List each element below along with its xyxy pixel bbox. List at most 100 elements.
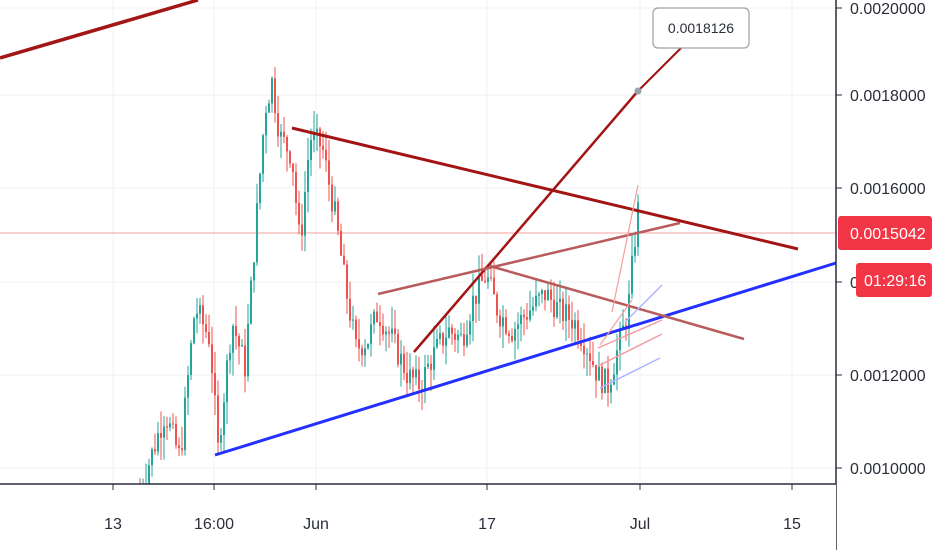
candle-body — [274, 78, 276, 114]
drawings[interactable] — [0, 0, 837, 457]
callout-connector — [637, 43, 686, 92]
candle-body — [607, 368, 609, 393]
ascending-support[interactable] — [214, 261, 837, 457]
candle-body — [547, 289, 549, 301]
candle-body — [175, 423, 177, 446]
candle-body — [235, 325, 237, 337]
candle-body — [469, 321, 471, 335]
candle-body — [346, 264, 348, 299]
candle-body — [292, 163, 294, 173]
x-axis-ticks: 13 16:00 Jun 17 Jul 15 — [104, 484, 801, 533]
y-tick-label: 0.0012000 — [850, 368, 926, 385]
candle-body — [178, 445, 180, 449]
y-tick-label-partial: 0 — [850, 275, 859, 292]
candle-body — [148, 465, 150, 484]
candle-body — [520, 314, 522, 325]
candle-body — [280, 131, 282, 137]
candle-body — [364, 348, 366, 356]
x-tick-label: Jun — [303, 516, 329, 533]
candle-body — [508, 333, 510, 336]
candle-body — [592, 361, 594, 366]
candle-body — [166, 426, 168, 428]
candle-body — [325, 149, 327, 161]
top-left-line[interactable] — [0, 0, 199, 60]
candle-body — [349, 298, 351, 321]
target-line[interactable] — [413, 90, 639, 353]
candle-body — [475, 295, 477, 304]
candle-body — [631, 255, 633, 294]
candle-body — [583, 345, 585, 355]
current-price-label: 0.0015042 — [850, 226, 926, 243]
candle-body — [460, 334, 462, 336]
candle-body — [163, 426, 165, 438]
minor-line-5 — [611, 184, 639, 313]
candle-body — [211, 344, 213, 374]
minor-line-3 — [599, 357, 661, 389]
candle-body — [391, 328, 393, 334]
candle-body — [157, 433, 159, 452]
channel-lower[interactable] — [489, 264, 745, 341]
candle-body — [328, 160, 330, 185]
candle-body — [217, 395, 219, 443]
candle-body — [511, 335, 513, 341]
candle-body — [322, 146, 324, 150]
candle-body — [538, 294, 540, 296]
channel-upper[interactable] — [377, 221, 681, 296]
countdown-badge: 01:29:16 — [856, 263, 932, 297]
candle-body — [343, 255, 345, 265]
candle-body — [283, 131, 285, 137]
descending-resistance[interactable] — [291, 126, 799, 251]
candle-body — [484, 280, 486, 283]
time-axis-background — [0, 484, 836, 550]
candle-body — [385, 331, 387, 335]
candle-body — [382, 325, 384, 335]
candle-body — [352, 319, 354, 321]
candle-body — [529, 310, 531, 320]
candle-body — [265, 112, 267, 136]
candle-body — [406, 372, 408, 384]
minor-line-4 — [624, 284, 663, 323]
candle-body — [481, 274, 483, 281]
candle-body — [598, 366, 600, 381]
y-tick-label: 0.0016000 — [850, 181, 926, 198]
candle-body — [208, 331, 210, 345]
candle-body — [487, 277, 489, 283]
candle-body — [457, 334, 459, 340]
candle-body — [436, 338, 438, 348]
candle-body — [472, 295, 474, 322]
candle-body — [451, 327, 453, 334]
candle-body — [553, 299, 555, 318]
candle-body — [316, 128, 318, 132]
callout-anchor[interactable] — [634, 87, 642, 95]
candle-body — [577, 320, 579, 340]
candle-body — [220, 435, 222, 443]
candle-body — [205, 324, 207, 332]
candle-body — [193, 318, 195, 344]
candle-body — [517, 324, 519, 329]
candle-body — [367, 343, 369, 349]
candle-body — [226, 360, 228, 403]
candle-body — [556, 302, 558, 318]
candle-body — [610, 384, 612, 393]
price-callout[interactable]: 0.0018126 — [652, 7, 750, 49]
candle-body — [478, 274, 480, 304]
candle-body — [415, 369, 417, 378]
y-tick-label: 0.0010000 — [850, 461, 926, 478]
candle-body — [616, 350, 618, 375]
candle-body — [559, 298, 561, 303]
candle-body — [298, 202, 300, 225]
candle-body — [418, 369, 420, 389]
candle-body — [319, 128, 321, 147]
candle-body — [595, 365, 597, 381]
candle-body — [295, 172, 297, 203]
candle-body — [628, 293, 630, 330]
candle-body — [301, 224, 303, 236]
candle-body — [187, 374, 189, 398]
candle-body — [190, 343, 192, 375]
x-tick-label: 13 — [104, 516, 122, 533]
candles — [139, 67, 639, 484]
candle-body — [604, 368, 606, 393]
candle-body — [286, 136, 288, 152]
candle-body — [493, 277, 495, 295]
